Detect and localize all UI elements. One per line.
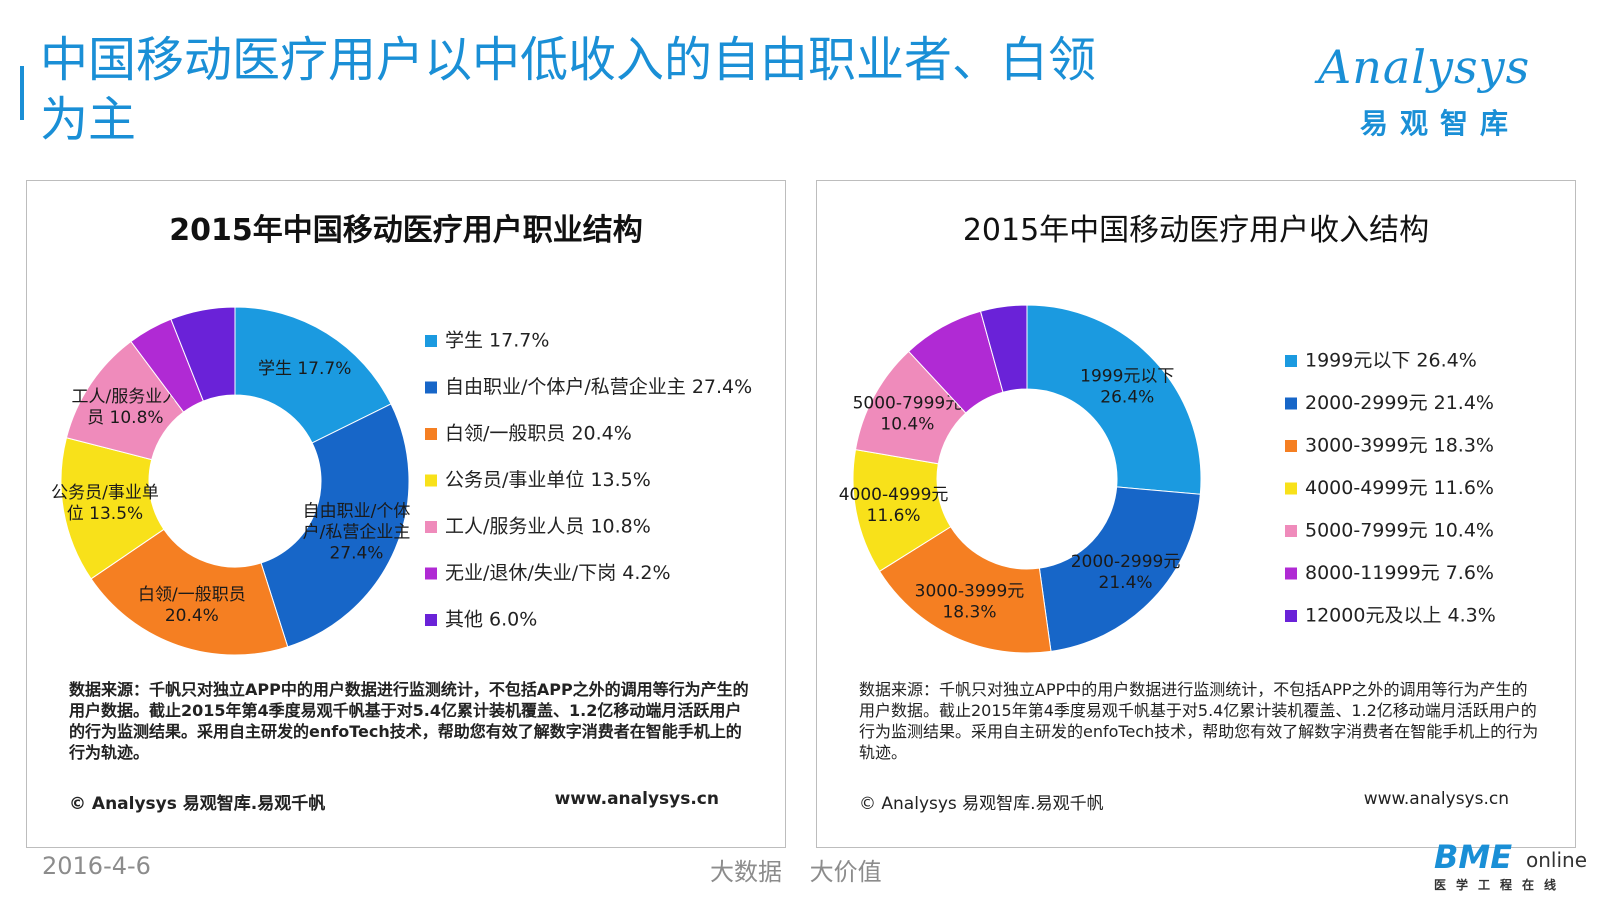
legend-entry: 白领/一般职员 20.4% (445, 423, 632, 445)
chart-title: 2015年中国移动医疗用户职业结构 (169, 213, 643, 248)
slice-label: 自由职业/个体户/私营企业主 27.4% (303, 502, 411, 564)
logo-subtitle: 易观智库 (1360, 107, 1521, 140)
legend-entry: 1999元以下 26.4% (1305, 350, 1477, 372)
slice-label: 4000-4999元 11.6% (839, 485, 949, 526)
legend-entry: 其他 6.0% (445, 609, 537, 631)
legend-swatch (1285, 355, 1297, 367)
page-title: 中国移动医疗用户以中低收入的自由职业者、白领为主 (40, 32, 1097, 148)
donut-slice (90, 528, 289, 656)
legend-entry: 自由职业/个体户/私营企业主 27.4% (445, 376, 752, 398)
legend-swatch (425, 381, 437, 394)
legend-entry: 8000-11999元 7.6% (1305, 562, 1494, 584)
data-source-note: 数据来源：千帆只对独立APP中的用户数据进行监测统计，不包括APP之外的调用等行… (69, 680, 749, 762)
legend-entry: 4000-4999元 11.6% (1305, 477, 1494, 499)
occupation-donut-chart: 学生 17.7% 学生 17.7% 自由职业/个体户/私营企业主 27.4% 自由职业/… (51, 306, 752, 656)
bme-wordmark: BME (1434, 838, 1513, 876)
logo-wordmark: Analysys (1318, 40, 1531, 94)
legend-entry: 工人/服务业人员 10.8% (445, 516, 651, 538)
bme-online-logo: BME online 医学工程在线 (1434, 838, 1600, 898)
footer-slogan: 大数据 大价值 (710, 858, 882, 886)
legend-entry: 2000-2999元 21.4% (1305, 392, 1494, 414)
slice-label: 工人/服务业人员 10.8% (71, 387, 179, 428)
legend-entry: 5000-7999元 10.4% (1305, 520, 1494, 542)
donut-slice (979, 304, 1028, 393)
legend-swatch (1285, 525, 1297, 537)
website-link[interactable]: www.analysys.cn (554, 789, 719, 809)
bme-online-text: online (1526, 848, 1588, 872)
legend-swatch (425, 614, 437, 626)
slice-label: 1999元以下 26.4% (1080, 367, 1174, 408)
copyright-text: © Analysys 易观智库.易观千帆 (859, 794, 1104, 814)
footer-date: 2016-4-6 (42, 852, 151, 880)
copyright-text: © Analysys 易观智库.易观千帆 (69, 794, 326, 814)
legend-swatch (425, 521, 437, 533)
legend-swatch (1285, 567, 1297, 580)
donut-slice (878, 526, 1052, 654)
donut-slice (260, 403, 410, 648)
slice-label: 学生 17.7% (258, 359, 351, 379)
legend-swatch (1285, 440, 1297, 452)
donut-slice (170, 306, 236, 402)
analysys-logo: Analysys 易观智库 (1318, 40, 1558, 150)
income-chart-panel: 2015年中国移动医疗用户收入结构 1999元以下 26.4% 1999元以下 26… (816, 180, 1576, 848)
title-accent-bar (20, 66, 24, 120)
donut-slice (234, 306, 392, 444)
bme-subtitle: 医学工程在线 (1434, 878, 1567, 892)
donut-slice (1038, 486, 1201, 652)
legend-entry: 12000元及以上 4.3% (1305, 605, 1496, 627)
occupation-chart-panel: 2015年中国移动医疗用户职业结构 学生 17.7% 学生 17.7% 自由职业/个… (26, 180, 786, 848)
legend-swatch (425, 335, 437, 347)
legend-swatch (425, 567, 437, 580)
slice-label: 5000-7999元 10.4% (853, 394, 963, 435)
legend-swatch (1285, 610, 1297, 622)
legend-entry: 学生 17.7% (445, 330, 549, 352)
slice-label: 白领/一般职员 20.4% (138, 585, 246, 626)
legend-entry: 3000-3999元 18.3% (1305, 435, 1494, 457)
legend-entry: 公务员/事业单位 13.5% (445, 469, 651, 491)
legend-swatch (425, 474, 437, 487)
slice-label: 3000-3999元 18.3% (915, 582, 1025, 623)
data-source-note: 数据来源：千帆只对独立APP中的用户数据进行监测统计，不包括APP之外的调用等行… (859, 680, 1539, 762)
legend-swatch (1285, 482, 1297, 495)
website-link[interactable]: www.analysys.cn (1363, 789, 1509, 809)
slice-label: 2000-2999元 21.4% (1071, 552, 1181, 593)
legend-swatch (1285, 397, 1297, 410)
legend-swatch (425, 428, 437, 440)
slice-label: 公务员/事业单位 13.5% (51, 483, 159, 524)
donut-slice (1026, 304, 1202, 495)
income-donut-chart: 1999元以下 26.4% 1999元以下 26.4% 2000-2999元 21.4%… (839, 304, 1496, 654)
legend-entry: 无业/退休/失业/下岗 4.2% (445, 562, 671, 584)
chart-title: 2015年中国移动医疗用户收入结构 (962, 213, 1430, 248)
